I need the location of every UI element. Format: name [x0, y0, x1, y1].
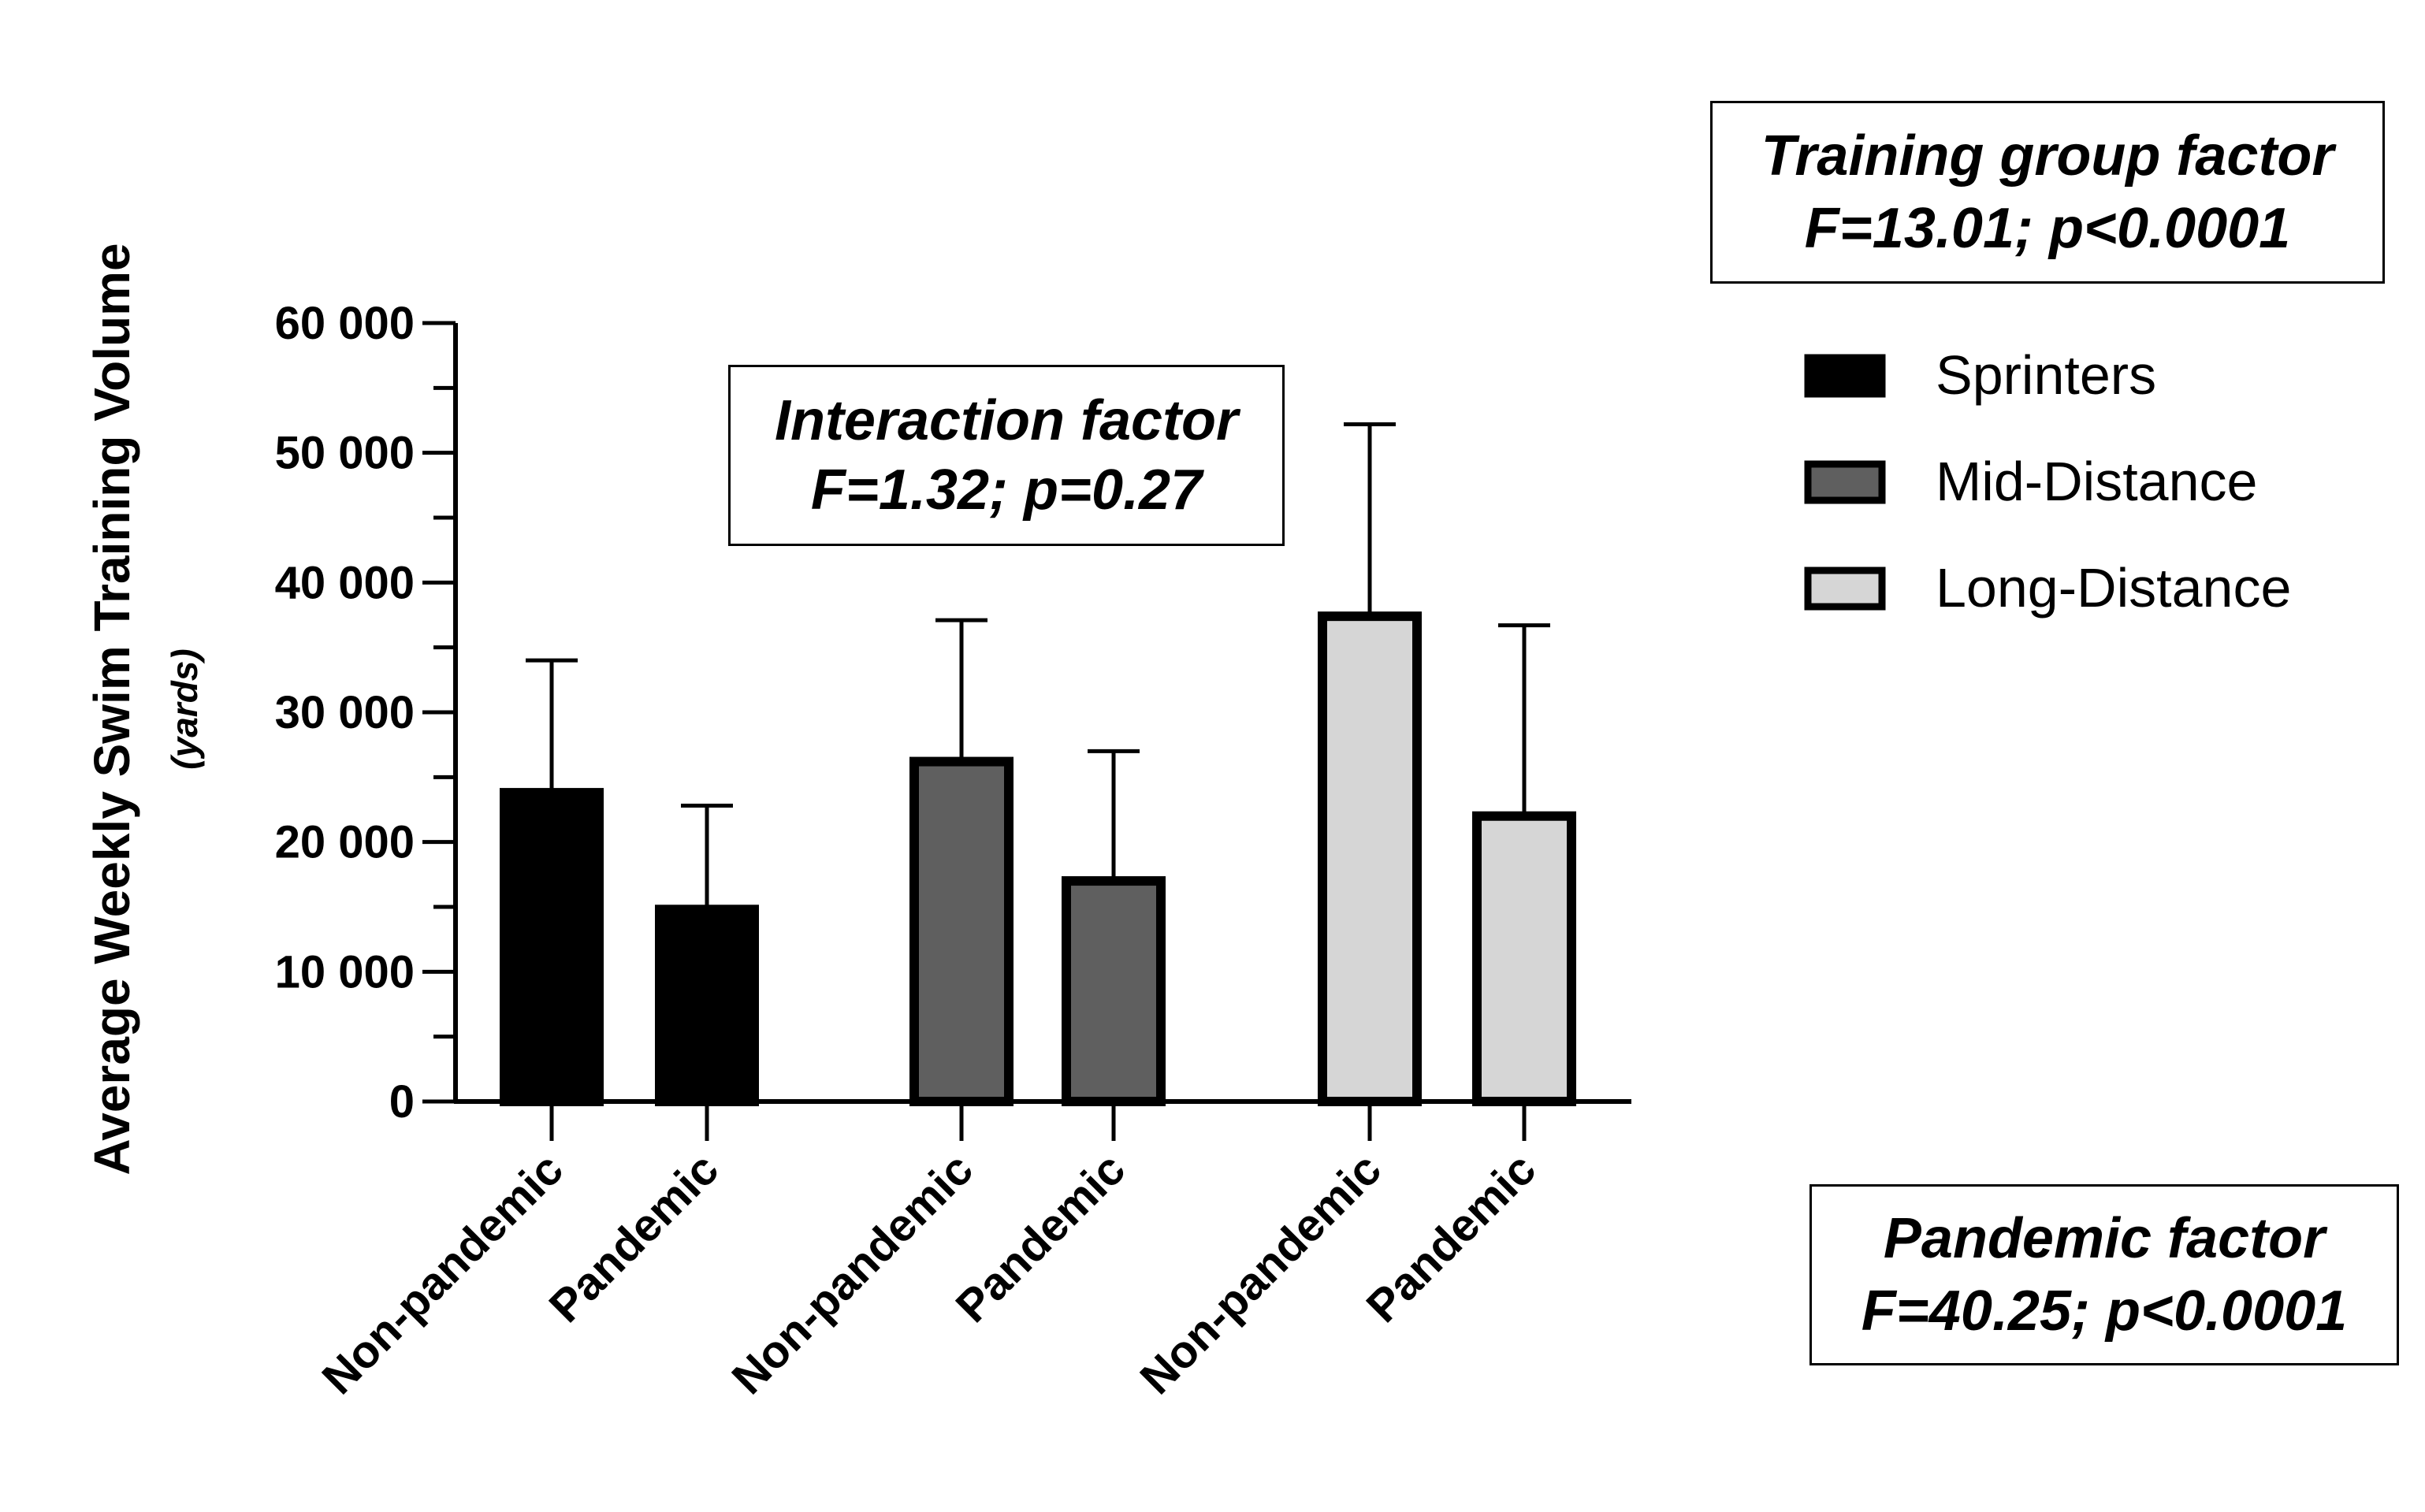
- x-tick-label-sprinters-pandemic: Pandemic: [539, 1143, 728, 1332]
- bar-mid-distance-pandemic: [1062, 876, 1166, 1106]
- pandemic-factor-title: Pandemic factor: [1883, 1207, 2326, 1270]
- y-axis-title: Average Weekly Swim Training Volume: [84, 243, 140, 1175]
- bar-long-distance-pandemic: [1472, 811, 1576, 1106]
- x-tick-label-long-distance-non-pandemic: Non-pandemic: [1130, 1143, 1391, 1404]
- x-tick-label-mid-distance-non-pandemic: Non-pandemic: [722, 1143, 983, 1404]
- y-tick-label: 0: [389, 1076, 415, 1127]
- training-group-factor-stat: F=13.01; p<0.0001: [1804, 197, 2291, 260]
- bar-sprinters-non-pandemic: [500, 788, 604, 1106]
- bar-mid-distance-non-pandemic: [909, 756, 1014, 1106]
- y-tick-label: 50 000: [275, 428, 415, 479]
- y-axis-unit: (yards): [164, 648, 205, 769]
- interaction-factor-title: Interaction factor: [774, 389, 1239, 452]
- legend-swatch-long-distance: [1804, 567, 1886, 611]
- interaction-factor-annotation: Interaction factor F=1.32; p=0.27: [728, 365, 1285, 546]
- bar-sprinters-pandemic: [655, 905, 759, 1106]
- interaction-factor-stat: F=1.32; p=0.27: [810, 459, 1203, 522]
- x-tick-label-sprinters-non-pandemic: Non-pandemic: [312, 1143, 573, 1404]
- x-tick-label-long-distance-pandemic: Pandemic: [1356, 1143, 1545, 1332]
- training-group-factor-annotation: Training group factor F=13.01; p<0.0001: [1710, 101, 2385, 284]
- pandemic-factor-stat: F=40.25; p<0.0001: [1861, 1280, 2348, 1343]
- y-tick-label: 40 000: [275, 557, 415, 608]
- bar-long-distance-non-pandemic: [1318, 611, 1422, 1106]
- legend-swatch-mid-distance: [1804, 460, 1886, 504]
- pandemic-factor-annotation: Pandemic factor F=40.25; p<0.0001: [1809, 1184, 2399, 1365]
- legend-label-long-distance: Long-Distance: [1936, 557, 2291, 619]
- y-tick-label: 30 000: [275, 687, 415, 738]
- y-tick-label: 10 000: [275, 946, 415, 997]
- y-tick-label: 60 000: [275, 298, 415, 349]
- y-tick-label: 20 000: [275, 817, 415, 868]
- training-group-factor-title: Training group factor: [1761, 124, 2334, 188]
- legend-swatch-sprinters: [1804, 354, 1886, 398]
- legend-label-sprinters: Sprinters: [1936, 344, 2156, 406]
- legend-label-mid-distance: Mid-Distance: [1936, 451, 2257, 512]
